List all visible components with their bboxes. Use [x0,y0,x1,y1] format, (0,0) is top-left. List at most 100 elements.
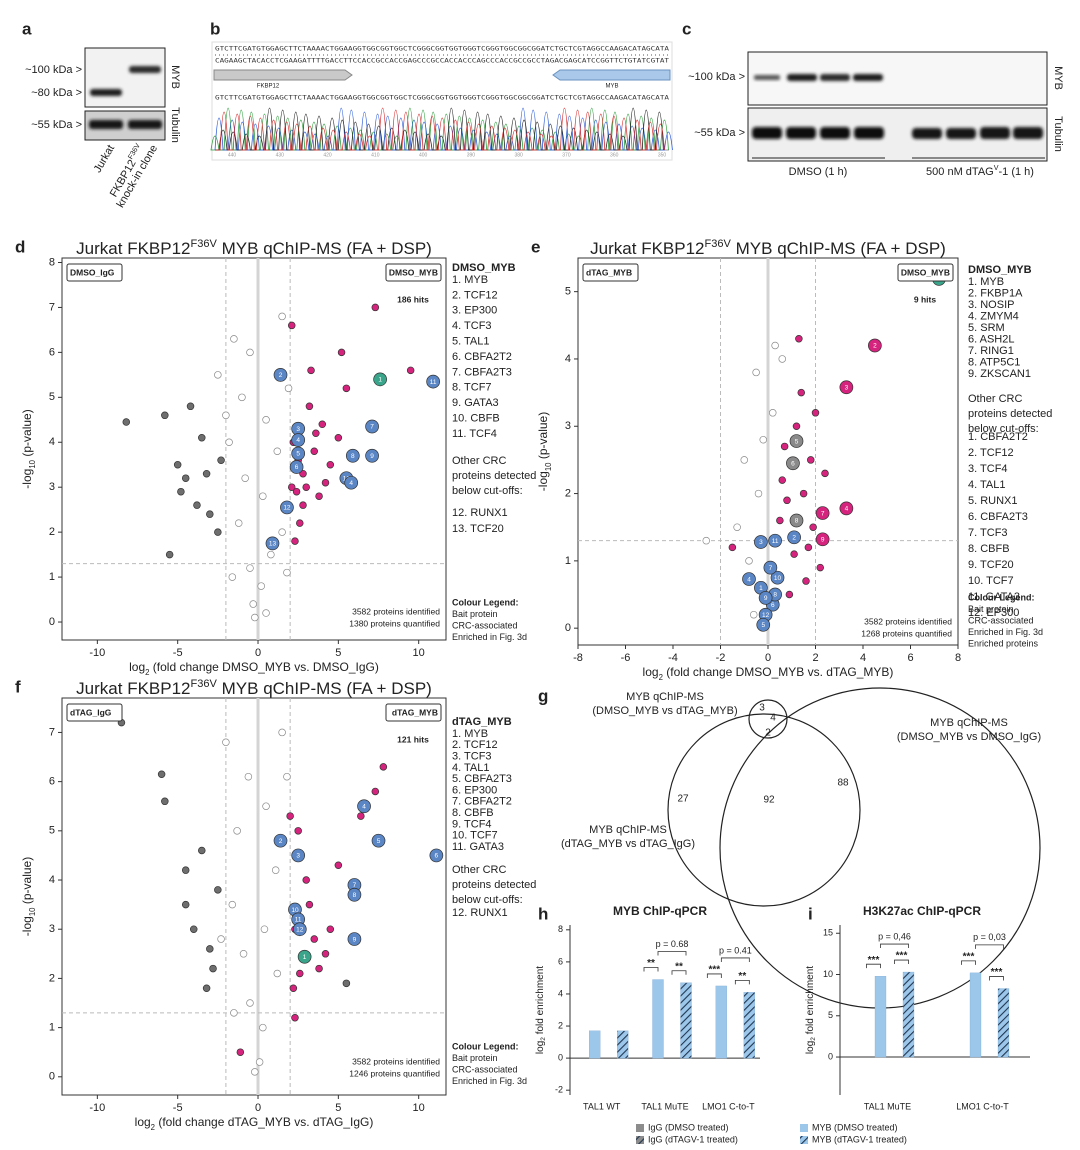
x-tick-label: TAL1 WT [583,1101,621,1111]
point [406,366,415,375]
position-label: 400 [419,152,428,158]
y-tick-label: 5 [49,825,55,837]
y-tick-label: 0 [49,616,55,628]
point [371,303,380,312]
sample-box [385,263,442,282]
bracket [643,967,659,972]
list-item: 10. TCF7 [968,575,1014,587]
y-axis-label: -log10 (p-value) [20,857,36,936]
point [347,887,362,902]
chart-title: Jurkat FKBP12F36V MYB qChIP-MS (FA + DSP… [590,238,946,259]
point [811,409,820,417]
band [129,66,161,73]
point [214,528,222,536]
point-label: 8 [773,592,777,599]
point-label: 6 [435,853,439,860]
text-part: 2 [145,668,149,677]
point-label: 4 [747,576,751,583]
point [165,550,174,559]
point [315,964,323,973]
legend-entry: CRC-associated [452,620,518,630]
point [334,434,343,442]
significance: *** [991,967,1003,978]
list-note: proteins detected [452,470,536,482]
x-tick-label: TAL1 MuTE [864,1101,911,1111]
panel-letter: e [531,237,540,256]
point [278,312,286,321]
point [280,500,294,515]
y-tick-label: 5 [828,1010,833,1020]
y-tick-label: 5 [565,286,571,298]
point [759,435,767,444]
list-item: 12. RUNX1 [452,507,508,519]
point [347,932,362,946]
x-tick-label: 10 [413,647,425,659]
point [294,827,302,835]
text-part: F36V [191,238,218,250]
point [786,456,800,471]
panel-letter: d [15,237,25,256]
sample-box [897,263,954,282]
band [128,120,162,129]
position-label: 410 [371,152,380,158]
list-title: DMSO_MYB [452,262,516,274]
list-note: Other CRC [452,864,506,876]
point-label: 6 [791,460,795,467]
y-tick-label: 2 [49,972,55,984]
point [292,487,301,496]
y-tick-label: -2 [555,1085,563,1095]
significance: *** [896,951,908,962]
point [749,610,758,619]
point [756,617,771,632]
point-label: 3 [296,853,300,860]
list-item: 1. MYB [452,728,488,740]
list-item: 3. TCF4 [968,463,1008,475]
point [342,979,351,988]
venn-count: 4 [770,713,776,724]
significance: ** [738,971,746,982]
list-item: 9. ZKSCAN1 [968,368,1031,380]
legend-entry: Enriched in Fig. 3d [452,632,527,642]
point [246,564,254,572]
venn-count: 92 [763,795,775,806]
band [754,75,780,80]
bracket [894,959,909,965]
y-tick-label: 8 [49,256,55,268]
x-axis-label: log2 (fold change dTAG_MYB vs. dTAG_IgG) [135,1115,374,1131]
list-item: 11. GATA3 [452,841,504,853]
point [768,409,777,417]
legend-swatch [636,1124,644,1132]
list-note: below cut-offs: [452,894,523,906]
y-tick-label: 2 [49,526,55,538]
bar [589,1030,601,1059]
text-part: (fold change DMSO_MYB vs. DMSO_IgG) [149,660,378,674]
x-tick-label: 0 [765,652,771,664]
list-item: 13. TCF20 [452,523,504,535]
x-axis-label: log2 (fold change DMSO_MYB vs. DMSO_IgG) [129,660,379,676]
text-part: (fold change DMSO_MYB vs. dTAG_MYB) [663,665,894,679]
list-note: Other CRC [452,455,506,467]
p-value: p = 0,46 [878,931,911,941]
list-item: 9. TCF4 [452,818,492,830]
chart-title: H3K27ac ChIP-qPCR [863,904,981,918]
point [315,492,323,500]
list-note: Other CRC [968,393,1022,405]
p-value: p = 0,03 [973,932,1006,942]
point [288,483,296,491]
point [251,613,259,622]
list-item: 7. RING1 [968,345,1014,357]
point-label: 2 [792,535,796,542]
point [291,433,306,447]
point [754,489,763,498]
text-part: log [129,660,145,674]
text-part: F36V [191,678,218,690]
x-tick-label: 0 [255,647,261,659]
point [262,802,270,810]
text-part: MYB qChIP-MS (FA + DSP) [217,679,432,698]
list-note: below cut-offs: [452,485,523,497]
point-label: 3 [296,426,300,433]
point [312,429,320,438]
point [799,489,808,498]
point-label: 12 [296,926,304,933]
